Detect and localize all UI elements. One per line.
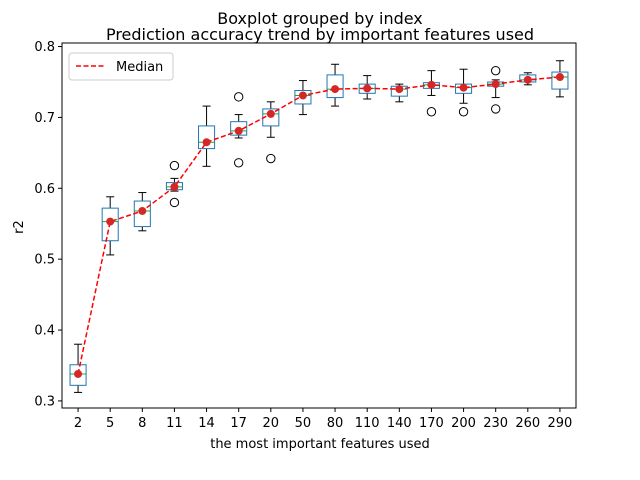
box-group-230 [487,65,505,114]
plot-frame [61,42,577,409]
box-group-2 [69,343,87,393]
x-tick-label: 5 [106,416,114,431]
box [198,125,216,150]
x-tick-label: 50 [295,416,312,431]
x-tick-label: 80 [327,416,344,431]
outlier-point [426,107,437,117]
outlier-point [233,158,244,168]
median-marker [266,109,275,118]
outlier-point [490,65,501,76]
x-tick-label: 290 [548,416,573,431]
box [101,207,119,242]
y-tick-label: 0.6 [34,182,55,197]
median-marker [202,138,211,147]
median-marker [555,73,564,82]
x-tick-label: 260 [515,416,540,431]
y-tick-label: 0.8 [34,40,55,55]
median-marker [363,84,372,93]
x-tick-label: 140 [387,416,412,431]
box [551,71,569,90]
y-tick-label: 0.5 [34,253,55,268]
y-tick-label: 0.4 [34,324,55,339]
legend: Median [68,52,174,81]
median-marker [298,91,307,100]
median-marker [106,217,115,226]
median-line [77,76,561,375]
x-tick-label: 2 [74,416,82,431]
chart-subtitle: Prediction accuracy trend by important f… [106,25,534,44]
median-marker [491,80,500,89]
box-group-50 [294,80,312,116]
median-marker [331,85,340,94]
x-axis: 2 5 8 11 14 17 20 50 80 110 140 170 200 230 260 290 [74,408,572,431]
box [230,121,248,136]
x-tick-label: 200 [451,416,476,431]
x-tick-label: 230 [483,416,508,431]
outlier-point [169,197,180,208]
box-group-17 [230,92,248,168]
median-marker [170,182,179,191]
outlier-point [169,160,180,171]
y-tick-label: 0.3 [34,394,55,409]
outlier-point [490,104,501,114]
box-group-200 [455,68,473,117]
x-axis-label: the most important features used [210,437,430,452]
box [326,74,344,99]
x-tick-label: 14 [198,416,215,431]
y-axis: 0.3 0.4 0.5 0.6 0.7 0.8 [34,40,62,409]
box-group-14 [198,105,216,167]
y-axis-label: r2 [12,220,27,234]
median-marker [395,85,404,94]
y-tick-label: 0.7 [34,111,55,126]
median-marker [427,80,436,89]
outlier-point [233,92,244,102]
x-tick-label: 110 [355,416,380,431]
legend-median-label: Median [116,60,163,75]
x-tick-label: 11 [166,416,183,431]
outlier-point [266,153,276,164]
median-marker [523,75,532,84]
median-marker [234,126,243,135]
box [294,89,312,105]
chart-title: Boxplot grouped by index [217,9,423,28]
plot-area [61,42,577,409]
legend-frame [68,52,174,81]
median-marker [138,206,147,215]
x-tick-label: 170 [419,416,444,431]
x-tick-label: 20 [263,416,280,431]
x-tick-label: 8 [138,416,146,431]
x-tick-label: 17 [230,416,247,431]
box-group-170 [422,70,440,117]
median-marker [459,83,468,92]
box [69,364,87,386]
median-marker [74,369,83,378]
outlier-point [458,107,469,117]
